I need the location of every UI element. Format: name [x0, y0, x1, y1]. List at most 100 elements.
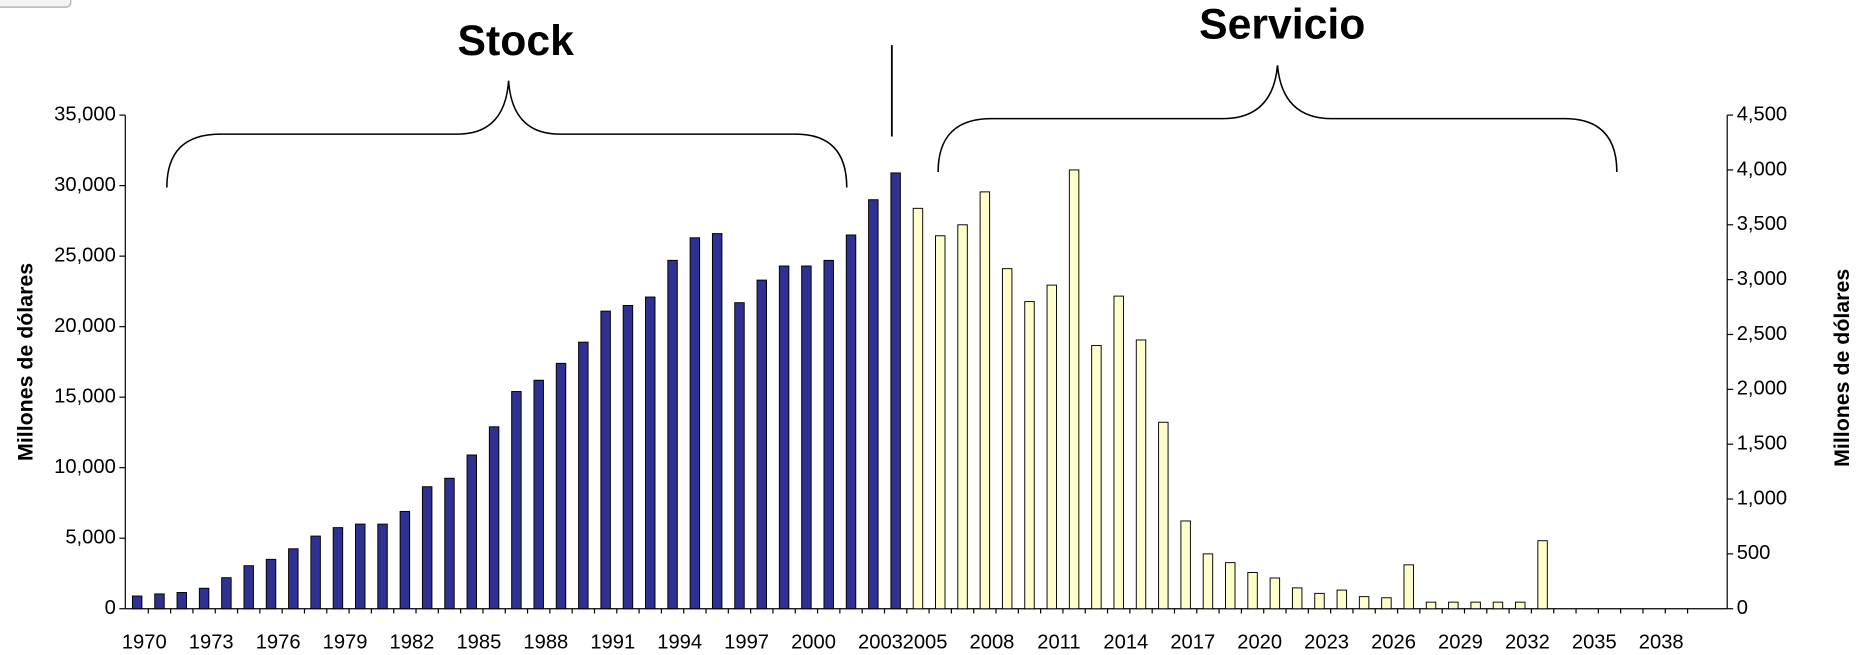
bar [221, 577, 232, 610]
y2-axis-label: Millones de dólares [1830, 269, 1854, 467]
bar [756, 279, 768, 610]
bar [310, 535, 321, 610]
x-tick-label: 1982 [390, 631, 435, 653]
y2ticks-label: 1,500 [1737, 433, 1787, 455]
servicio-brace [937, 65, 1618, 173]
bar [1068, 169, 1080, 610]
bar [622, 305, 634, 610]
x-tick-label: 1979 [323, 631, 368, 653]
y2ticks-label: 500 [1737, 542, 1771, 564]
bar [1492, 601, 1504, 610]
bar [488, 426, 500, 610]
yticks-label: 10,000 [54, 456, 116, 478]
bar [332, 527, 344, 610]
bar [1158, 421, 1169, 610]
corner-button[interactable] [0, 0, 72, 8]
bar [288, 548, 299, 610]
bar [154, 593, 165, 610]
bar [645, 296, 656, 610]
bar [1202, 553, 1214, 610]
bar [1515, 601, 1526, 610]
bar [399, 510, 411, 610]
x-tick-label: 2014 [1103, 631, 1148, 653]
y2ticks-label: 4,500 [1737, 103, 1787, 125]
bar [1448, 601, 1459, 610]
x-tick-label: 2023 [1304, 631, 1349, 653]
x-tick-label: 1988 [523, 631, 568, 653]
bar [734, 302, 745, 610]
bar [801, 265, 812, 610]
bar [1113, 295, 1124, 610]
bar [1336, 589, 1348, 610]
bar [1091, 344, 1102, 610]
x-tick-label: 1997 [724, 631, 769, 653]
y2ticks-label: 1,000 [1737, 487, 1787, 509]
y2ticks-label: 0 [1737, 597, 1748, 619]
bar [1001, 268, 1013, 610]
y-axis-label: Millones de dólares [13, 263, 37, 461]
x-tick-label: 1970 [122, 631, 167, 653]
bar [265, 558, 277, 610]
bar [198, 587, 210, 610]
bar [533, 379, 544, 610]
x-tick-label: 1994 [657, 631, 702, 653]
yticks-label: 20,000 [54, 315, 116, 337]
bar [689, 237, 701, 610]
x-tick-label: 2011 [1037, 631, 1080, 653]
bar [912, 207, 924, 610]
yticks-label: 5,000 [65, 527, 115, 549]
bar [421, 486, 433, 610]
y2ticks-label: 3,500 [1737, 213, 1787, 235]
x-tick-label: 2035 [1572, 631, 1617, 653]
bar [890, 172, 901, 610]
bar [578, 341, 589, 610]
bar [778, 265, 790, 610]
bar [377, 523, 388, 610]
bar [131, 595, 143, 610]
bar [823, 259, 834, 610]
bar [1269, 577, 1281, 610]
bar [555, 362, 567, 610]
yticks-label: 25,000 [54, 244, 116, 266]
bar [1403, 564, 1414, 610]
x-tick-label: 2029 [1438, 631, 1483, 653]
bar [979, 191, 991, 610]
bar [1425, 601, 1437, 610]
x-tick-label: 2038 [1639, 631, 1684, 653]
bar [845, 234, 857, 610]
bar [1024, 301, 1035, 610]
bar [243, 565, 254, 610]
x-tick-label: 2032 [1505, 631, 1550, 653]
bar [1358, 596, 1370, 610]
x-tick-label: 2003 [858, 631, 903, 653]
x-tick-label: 2008 [970, 631, 1015, 653]
x-tick-label: 1991 [590, 631, 635, 653]
x-tick-label: 1985 [456, 631, 501, 653]
x-tick-label: 2000 [791, 631, 836, 653]
bar [1135, 339, 1147, 610]
bar [1470, 601, 1481, 610]
x-tick-label: 1976 [256, 631, 301, 653]
bar [1046, 284, 1058, 610]
x-tick-label: 2005 [903, 631, 948, 653]
bar [511, 391, 522, 610]
x-tick-label: 2026 [1371, 631, 1416, 653]
bar [1247, 572, 1258, 610]
yticks-label: 35,000 [54, 103, 116, 125]
bar [711, 233, 723, 610]
y2ticks-label: 2,500 [1737, 323, 1787, 345]
bar [176, 592, 188, 610]
bar [444, 477, 455, 610]
y2ticks-label: 4,000 [1737, 158, 1787, 180]
yticks-label: 0 [105, 597, 116, 619]
yticks-label: 30,000 [54, 174, 116, 196]
stock-brace [166, 80, 848, 188]
bar [1314, 592, 1325, 610]
bar [1291, 587, 1303, 610]
bar [1180, 520, 1191, 610]
bar [355, 523, 366, 610]
bar [600, 310, 611, 610]
servicio-heading: Servicio [1199, 1, 1365, 49]
